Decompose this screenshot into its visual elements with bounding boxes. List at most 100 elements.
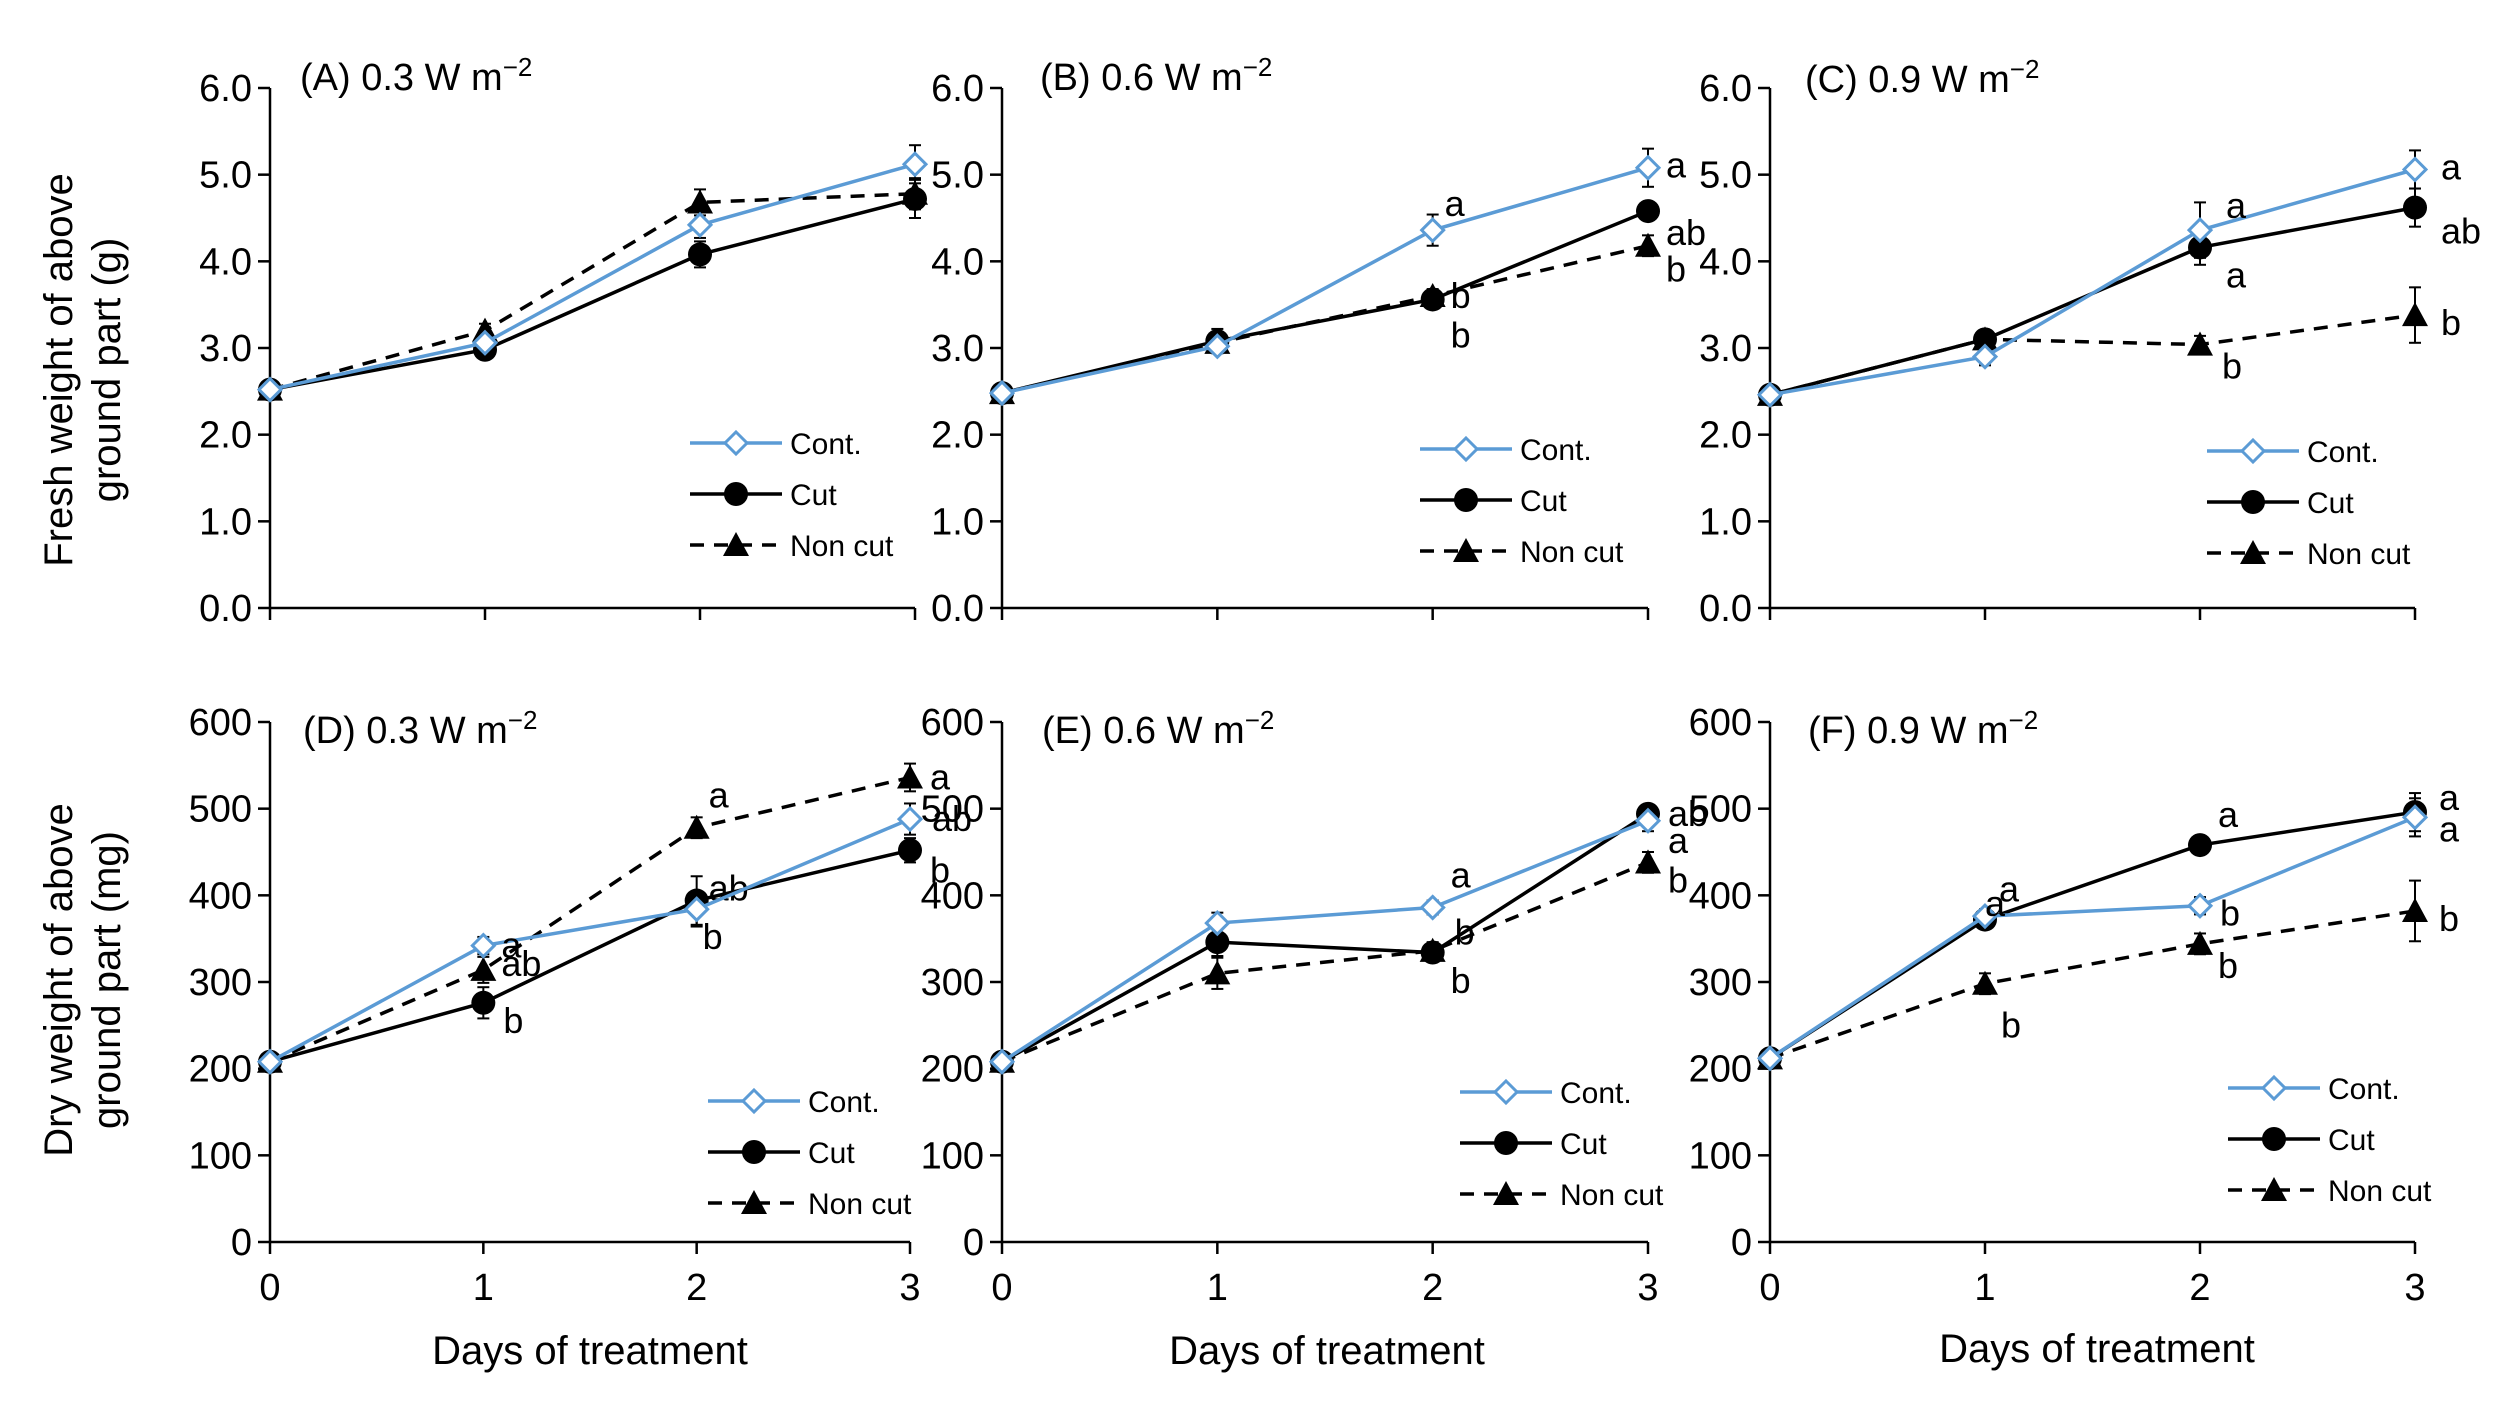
significance-letter: b xyxy=(2439,898,2459,939)
series-line-cont- xyxy=(269,817,911,1064)
series-line-non-cut xyxy=(269,191,916,392)
data-point xyxy=(1420,940,1445,965)
significance-letter: b xyxy=(2220,893,2240,934)
panel-title: (C) 0.9 W m−2 xyxy=(1805,54,2039,101)
y-tick-label: 6.0 xyxy=(1699,68,1752,110)
data-point xyxy=(1634,807,1662,834)
legend-marker xyxy=(722,429,750,457)
data-point xyxy=(2186,892,2214,919)
panel-title: (A) 0.3 W m−2 xyxy=(300,52,532,99)
data-point xyxy=(256,376,284,403)
series-line-non-cut xyxy=(1001,860,1649,1064)
legend-marker xyxy=(2241,490,2265,514)
series-line-cut xyxy=(269,848,911,1064)
legend-label: Cont. xyxy=(790,428,862,461)
significance-letter: b xyxy=(703,916,723,957)
series-line-cont- xyxy=(269,162,916,392)
significance-letter: b xyxy=(2218,945,2238,986)
data-point xyxy=(1636,199,1660,224)
significance-letter: a xyxy=(1445,183,1466,224)
significance-letter: a xyxy=(2439,777,2460,818)
legend-marker xyxy=(741,1190,767,1215)
series-line-cont- xyxy=(1769,815,2416,1060)
significance-letter: ab xyxy=(1666,212,1706,253)
y-tick-label: 3.0 xyxy=(199,328,252,370)
series-line-non-cut xyxy=(1001,244,1649,395)
x-tick-label: 1 xyxy=(473,1267,494,1309)
y-tick-label: 500 xyxy=(1689,789,1752,831)
data-point xyxy=(2401,156,2429,183)
y-tick-label: 300 xyxy=(189,962,252,1004)
significance-letter: b xyxy=(930,849,950,890)
data-point xyxy=(686,211,714,239)
legend-label: Cont. xyxy=(2328,1073,2400,1106)
legend-marker xyxy=(2261,1177,2287,1202)
y-tick-label: 1.0 xyxy=(199,501,252,543)
y-tick-label: 500 xyxy=(921,789,984,831)
y-tick-label: 5.0 xyxy=(931,155,984,197)
y-tick-label: 1.0 xyxy=(931,501,984,543)
data-point xyxy=(688,242,712,267)
legend-marker xyxy=(1454,488,1478,512)
significance-letter: b xyxy=(503,1000,523,1041)
data-point xyxy=(1420,287,1445,312)
significance-letter: b xyxy=(1666,249,1686,290)
legend-label: Non cut xyxy=(808,1188,912,1221)
data-point xyxy=(1419,894,1446,921)
series-line-cut xyxy=(1769,810,2416,1060)
data-point xyxy=(470,932,497,959)
legend-marker xyxy=(2239,437,2267,465)
data-point xyxy=(1204,909,1231,937)
data-point xyxy=(1756,381,1784,408)
data-point xyxy=(256,1048,284,1075)
significance-letter: a xyxy=(501,925,522,966)
x-tick-label: 3 xyxy=(899,1267,920,1309)
data-point xyxy=(901,151,929,178)
data-point xyxy=(903,186,927,211)
significance-letter: a xyxy=(930,756,951,797)
data-point xyxy=(896,805,924,833)
data-point xyxy=(687,189,713,214)
y-tick-label: 400 xyxy=(1689,875,1752,917)
significance-letter: b xyxy=(2441,302,2461,343)
y-tick-label: 1.0 xyxy=(1699,501,1752,543)
data-point xyxy=(683,896,710,923)
significance-letter: a xyxy=(2218,794,2239,835)
series-line-cont- xyxy=(1001,166,1649,395)
y-tick-label: 600 xyxy=(189,702,252,744)
data-point xyxy=(2403,195,2427,220)
x-tick-label: 3 xyxy=(2404,1267,2425,1309)
y-tick-label: 600 xyxy=(921,702,984,744)
data-point xyxy=(1634,154,1662,181)
y-tick-label: 100 xyxy=(921,1135,984,1177)
data-point xyxy=(1635,849,1661,874)
legend-marker xyxy=(1453,538,1479,563)
data-point xyxy=(1972,970,1998,995)
series-line-cut xyxy=(1769,205,2416,397)
data-point xyxy=(2402,302,2428,327)
significance-letter: a xyxy=(1999,869,2020,910)
data-point xyxy=(471,329,499,356)
series-line-cut xyxy=(269,197,916,392)
data-point xyxy=(1419,217,1446,244)
y-tick-label: 300 xyxy=(921,962,984,1004)
y-tick-label: 300 xyxy=(1689,962,1752,1004)
y-tick-label: 0 xyxy=(231,1222,252,1264)
y-tick-label: 6.0 xyxy=(931,68,984,110)
significance-letter: ab xyxy=(932,798,972,839)
data-point xyxy=(470,956,497,981)
data-point xyxy=(2401,804,2429,831)
x-tick-label: 1 xyxy=(1974,1267,1995,1309)
y-tick-label: 2.0 xyxy=(1699,415,1752,457)
significance-letter: a xyxy=(2226,185,2247,226)
legend-marker xyxy=(1492,1078,1520,1106)
significance-letter: a xyxy=(709,775,730,816)
series-line-cont- xyxy=(1001,819,1649,1064)
data-point xyxy=(471,990,496,1015)
legend-label: Cut xyxy=(1520,485,1567,518)
y-tick-label: 3.0 xyxy=(931,328,984,370)
series-line-non-cut xyxy=(1769,313,2416,397)
y-tick-label: 5.0 xyxy=(199,155,252,197)
